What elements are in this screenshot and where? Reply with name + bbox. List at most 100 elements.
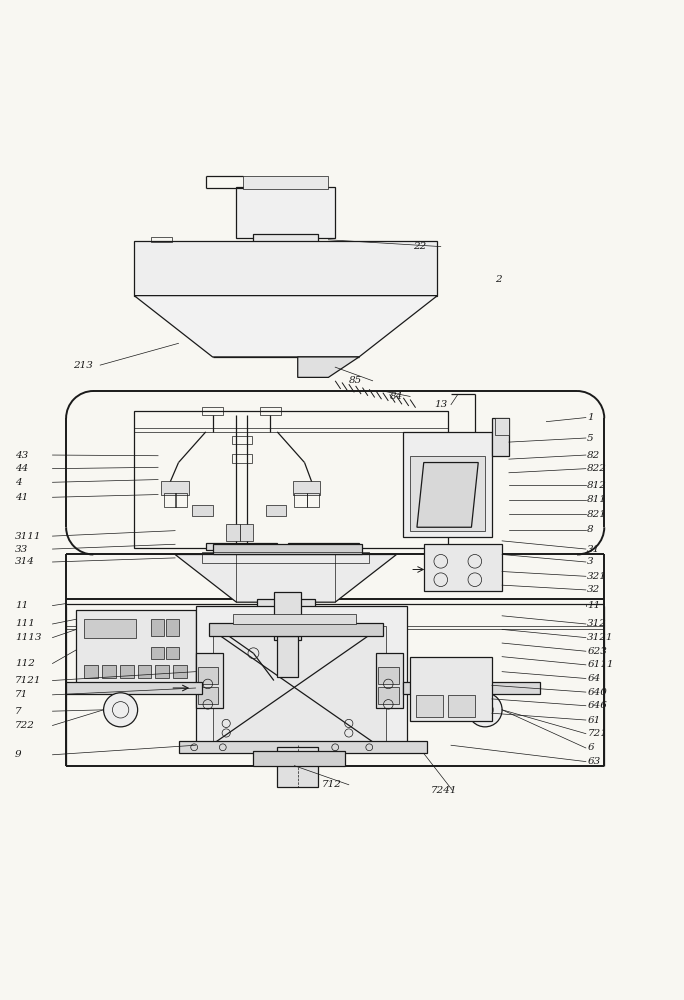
Bar bbox=[410, 456, 485, 531]
Bar bbox=[77, 610, 196, 692]
Bar bbox=[166, 647, 179, 659]
Bar bbox=[287, 543, 359, 550]
Bar bbox=[260, 612, 311, 629]
Bar bbox=[233, 614, 356, 624]
Bar bbox=[213, 544, 363, 554]
Bar bbox=[232, 436, 252, 444]
Bar bbox=[179, 741, 427, 753]
Bar bbox=[447, 695, 475, 717]
Bar bbox=[294, 493, 306, 507]
Bar bbox=[378, 667, 399, 684]
Bar bbox=[137, 665, 151, 678]
Bar bbox=[244, 176, 328, 189]
Text: 11: 11 bbox=[15, 601, 28, 610]
Text: 61: 61 bbox=[588, 716, 601, 725]
Bar bbox=[254, 751, 345, 766]
Text: 5: 5 bbox=[588, 434, 594, 443]
Bar bbox=[196, 606, 407, 752]
Bar bbox=[495, 418, 509, 435]
Bar bbox=[424, 544, 502, 591]
Bar bbox=[265, 505, 286, 516]
Bar bbox=[163, 493, 176, 507]
Bar bbox=[155, 665, 169, 678]
Text: 623: 623 bbox=[588, 647, 607, 656]
Bar bbox=[492, 418, 509, 456]
Text: 32: 32 bbox=[588, 585, 601, 594]
Text: 71: 71 bbox=[15, 690, 28, 699]
Text: 63: 63 bbox=[588, 757, 601, 766]
Text: 721: 721 bbox=[588, 729, 607, 738]
Bar bbox=[260, 407, 280, 415]
Text: 3: 3 bbox=[588, 557, 594, 566]
Text: 31: 31 bbox=[588, 545, 601, 554]
Bar bbox=[376, 653, 404, 708]
Bar bbox=[404, 682, 540, 694]
Bar bbox=[378, 687, 399, 704]
Text: 44: 44 bbox=[15, 464, 28, 473]
Text: 82: 82 bbox=[588, 451, 601, 460]
Text: 646: 646 bbox=[588, 701, 607, 710]
Bar bbox=[151, 647, 163, 659]
Bar bbox=[293, 481, 320, 495]
Text: 2: 2 bbox=[495, 275, 502, 284]
Bar bbox=[277, 636, 298, 677]
Bar bbox=[209, 623, 383, 636]
Bar bbox=[202, 552, 369, 563]
Bar bbox=[85, 619, 135, 638]
Text: 314: 314 bbox=[15, 557, 35, 566]
Bar bbox=[161, 481, 189, 495]
Bar bbox=[416, 695, 443, 717]
Bar bbox=[166, 619, 179, 636]
Text: 213: 213 bbox=[73, 361, 93, 370]
Text: 321: 321 bbox=[588, 572, 607, 581]
Text: 1: 1 bbox=[588, 413, 594, 422]
Text: 821: 821 bbox=[588, 510, 607, 519]
Text: 812: 812 bbox=[588, 481, 607, 490]
Bar bbox=[198, 687, 218, 704]
Circle shape bbox=[468, 693, 502, 727]
Bar bbox=[240, 524, 254, 541]
Circle shape bbox=[103, 693, 137, 727]
Bar bbox=[232, 454, 252, 463]
Text: 712: 712 bbox=[321, 780, 341, 789]
Text: 4: 4 bbox=[15, 478, 22, 487]
Text: 13: 13 bbox=[434, 400, 447, 409]
Text: 41: 41 bbox=[15, 493, 28, 502]
Bar bbox=[202, 407, 223, 415]
Text: 7121: 7121 bbox=[15, 676, 42, 685]
Bar bbox=[306, 493, 319, 507]
Text: 112: 112 bbox=[15, 659, 35, 668]
Bar bbox=[66, 682, 202, 694]
Text: 7241: 7241 bbox=[430, 786, 457, 795]
Text: 722: 722 bbox=[15, 721, 35, 730]
Bar bbox=[410, 657, 492, 721]
Bar bbox=[102, 665, 116, 678]
Bar bbox=[206, 543, 277, 550]
Text: 64: 64 bbox=[588, 674, 601, 683]
Bar bbox=[237, 187, 335, 238]
Bar bbox=[120, 665, 133, 678]
Bar bbox=[175, 493, 187, 507]
Bar bbox=[277, 747, 318, 787]
Text: 11: 11 bbox=[588, 601, 601, 610]
Text: 43: 43 bbox=[15, 451, 28, 460]
Text: 85: 85 bbox=[349, 376, 362, 385]
Text: 33: 33 bbox=[15, 545, 28, 554]
Bar bbox=[257, 599, 315, 616]
Text: 8: 8 bbox=[588, 525, 594, 534]
Text: 9: 9 bbox=[15, 750, 22, 759]
Text: 6111: 6111 bbox=[588, 660, 614, 669]
Text: 3111: 3111 bbox=[15, 532, 42, 541]
Bar bbox=[226, 524, 240, 541]
Text: 312: 312 bbox=[588, 619, 607, 628]
Text: 7: 7 bbox=[15, 707, 22, 716]
Text: 1113: 1113 bbox=[15, 633, 42, 642]
Bar bbox=[151, 237, 172, 242]
Bar bbox=[213, 626, 386, 742]
Bar bbox=[85, 665, 98, 678]
Text: 822: 822 bbox=[588, 464, 607, 473]
Polygon shape bbox=[417, 463, 478, 527]
Text: 6: 6 bbox=[588, 743, 594, 752]
Text: 22: 22 bbox=[414, 242, 427, 251]
Bar bbox=[196, 653, 223, 708]
